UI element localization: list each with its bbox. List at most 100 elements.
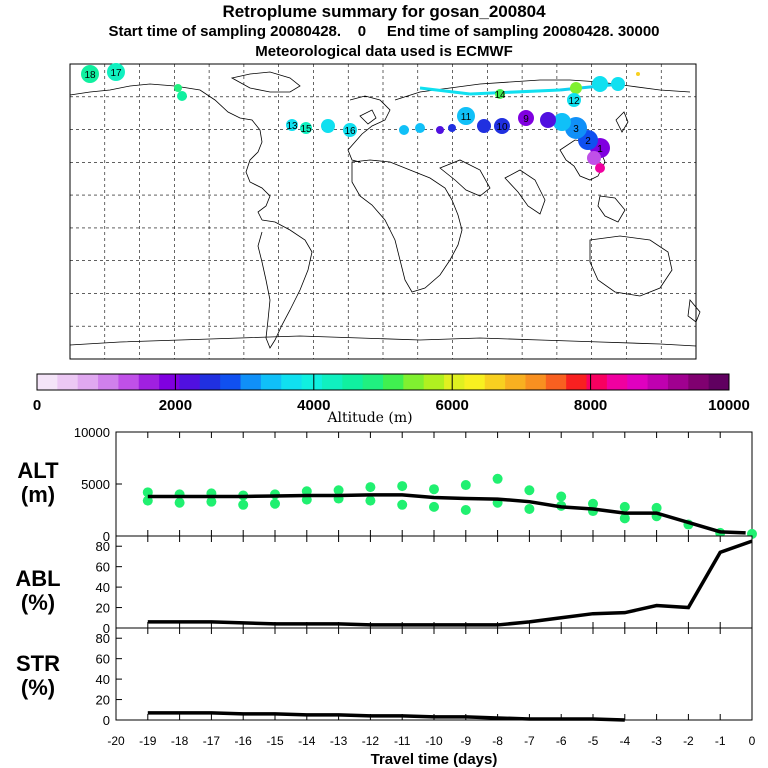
colorbar-swatch [98, 374, 119, 390]
x-tick-label: -3 [651, 734, 662, 748]
panel-ylabel-unit: (%) [21, 675, 55, 700]
altitude-scatter-point [651, 502, 662, 513]
y-tick-label: 80 [96, 539, 110, 554]
trajectory-point [286, 119, 298, 131]
colorbar-swatch [37, 374, 58, 390]
coastlines [69, 71, 701, 349]
y-tick-label: 0 [103, 621, 110, 636]
point-label: 9 [523, 114, 529, 125]
panel-frame [115, 627, 753, 721]
trajectory-point [611, 77, 625, 91]
colorbar-swatch [505, 374, 526, 390]
altitude-scatter-point [460, 480, 471, 491]
panel-str: 0 20 40 60 80 STR(%) [16, 627, 753, 728]
x-tick-label: -11 [394, 734, 411, 748]
trajectory-point [177, 91, 187, 101]
colorbar-swatch [159, 374, 180, 390]
x-tick-label: -13 [330, 734, 348, 748]
x-tick-label: -17 [203, 734, 221, 748]
colorbar-ticks: 0 2000 4000 6000 8000 10000 [33, 397, 750, 414]
altitude-scatter-point [492, 473, 503, 484]
y-tick-label: 10000 [74, 425, 110, 440]
trajectory-point [595, 163, 605, 173]
colorbar-swatch [566, 374, 588, 390]
x-tick-label: -5 [588, 734, 599, 748]
altitude-scatter-point [460, 505, 471, 515]
x-tick-label: -19 [139, 734, 157, 748]
trajectory-band [469, 88, 561, 96]
colorbar-swatch [403, 374, 425, 390]
x-tick-label: -16 [235, 734, 253, 748]
trajectory-point [592, 76, 608, 92]
colorbar-tick-label: 8000 [574, 397, 607, 414]
trajectory-point [448, 124, 456, 132]
trajectory-point [495, 89, 505, 99]
colorbar-swatch [321, 374, 343, 390]
time-series-panels: 0500010000ALT(m)020406080ABL(%)020406080… [15, 425, 757, 748]
altitude-scatter-point [270, 498, 280, 509]
trajectory-point [570, 82, 582, 94]
y-tick-label: 40 [96, 672, 110, 687]
altitude-scatter-point [429, 484, 439, 495]
colorbar-swatch [383, 374, 404, 390]
x-tick-label: -20 [107, 734, 125, 748]
colorbar-swatch [688, 374, 710, 390]
panel-ylabel: ALT [17, 458, 59, 483]
colorbar-tick-label: 4000 [297, 397, 330, 414]
colorbar-swatch [484, 374, 506, 390]
trajectory-points [81, 63, 640, 173]
point-label: 13 [286, 121, 298, 132]
trajectory-point [415, 123, 425, 133]
map-grid [70, 64, 696, 359]
colorbar-swatch [199, 374, 221, 390]
point-label: 11 [461, 112, 472, 123]
trajectory-point [567, 93, 581, 107]
trajectory-band [559, 82, 621, 92]
colorbar-swatch [423, 374, 445, 390]
point-label: 2 [585, 136, 591, 147]
trajectory-point [518, 110, 534, 126]
series-line-str [147, 711, 625, 722]
colorbar-swatch [138, 374, 160, 390]
panel-ylabel-unit: (m) [21, 482, 55, 507]
colorbar-swatch [586, 374, 608, 390]
colorbar-tick-label: 2000 [159, 397, 192, 414]
panel-ylabel-unit: (%) [21, 590, 55, 615]
trajectory-labels: 18 17 11 10 9 3 2 1 12 16 15 14 13 [84, 68, 603, 155]
trajectory-point [343, 123, 357, 137]
altitude-scatter-point [238, 499, 249, 510]
panel-alt: 0 5000 10000 ALT(m) [17, 425, 757, 544]
colorbar-swatch [708, 374, 730, 390]
altitude-scatter-point [333, 485, 344, 496]
y-tick-label: 80 [96, 631, 110, 646]
colorbar-swatch [342, 374, 364, 390]
altitude-scatter-point [588, 498, 598, 509]
trajectory-point [81, 65, 99, 83]
x-tick-label: -4 [619, 734, 630, 748]
colorbar-swatch [260, 374, 282, 390]
trajectory-point [477, 119, 491, 133]
trajectory-point [494, 118, 510, 134]
colorbar-swatch [179, 374, 201, 390]
altitude-scatter-point [397, 499, 408, 510]
trajectory-point [457, 107, 475, 125]
point-label: 15 [300, 124, 312, 135]
altitude-scatter-point [524, 485, 535, 496]
x-tick-label: -12 [362, 734, 380, 748]
colorbar-tick-label: 0 [33, 397, 41, 414]
altitude-scatter-point [365, 495, 376, 506]
altitude-scatter-point [524, 503, 535, 514]
altitude-scatter-point [206, 496, 217, 507]
x-tick-label: -1 [715, 734, 726, 748]
x-tick-label: -8 [492, 734, 503, 748]
trajectory-point [587, 151, 601, 165]
colorbar-label: Altitude (m) [326, 410, 412, 426]
x-tick-label: -7 [524, 734, 535, 748]
colorbar-swatch [281, 374, 303, 390]
colorbar-swatch [220, 374, 242, 390]
colorbar-swatch [525, 374, 547, 390]
trajectory-point [636, 72, 640, 76]
panel-abl: 0 20 40 60 80 ABL(%) [15, 535, 753, 636]
trajectory-point [300, 122, 312, 134]
